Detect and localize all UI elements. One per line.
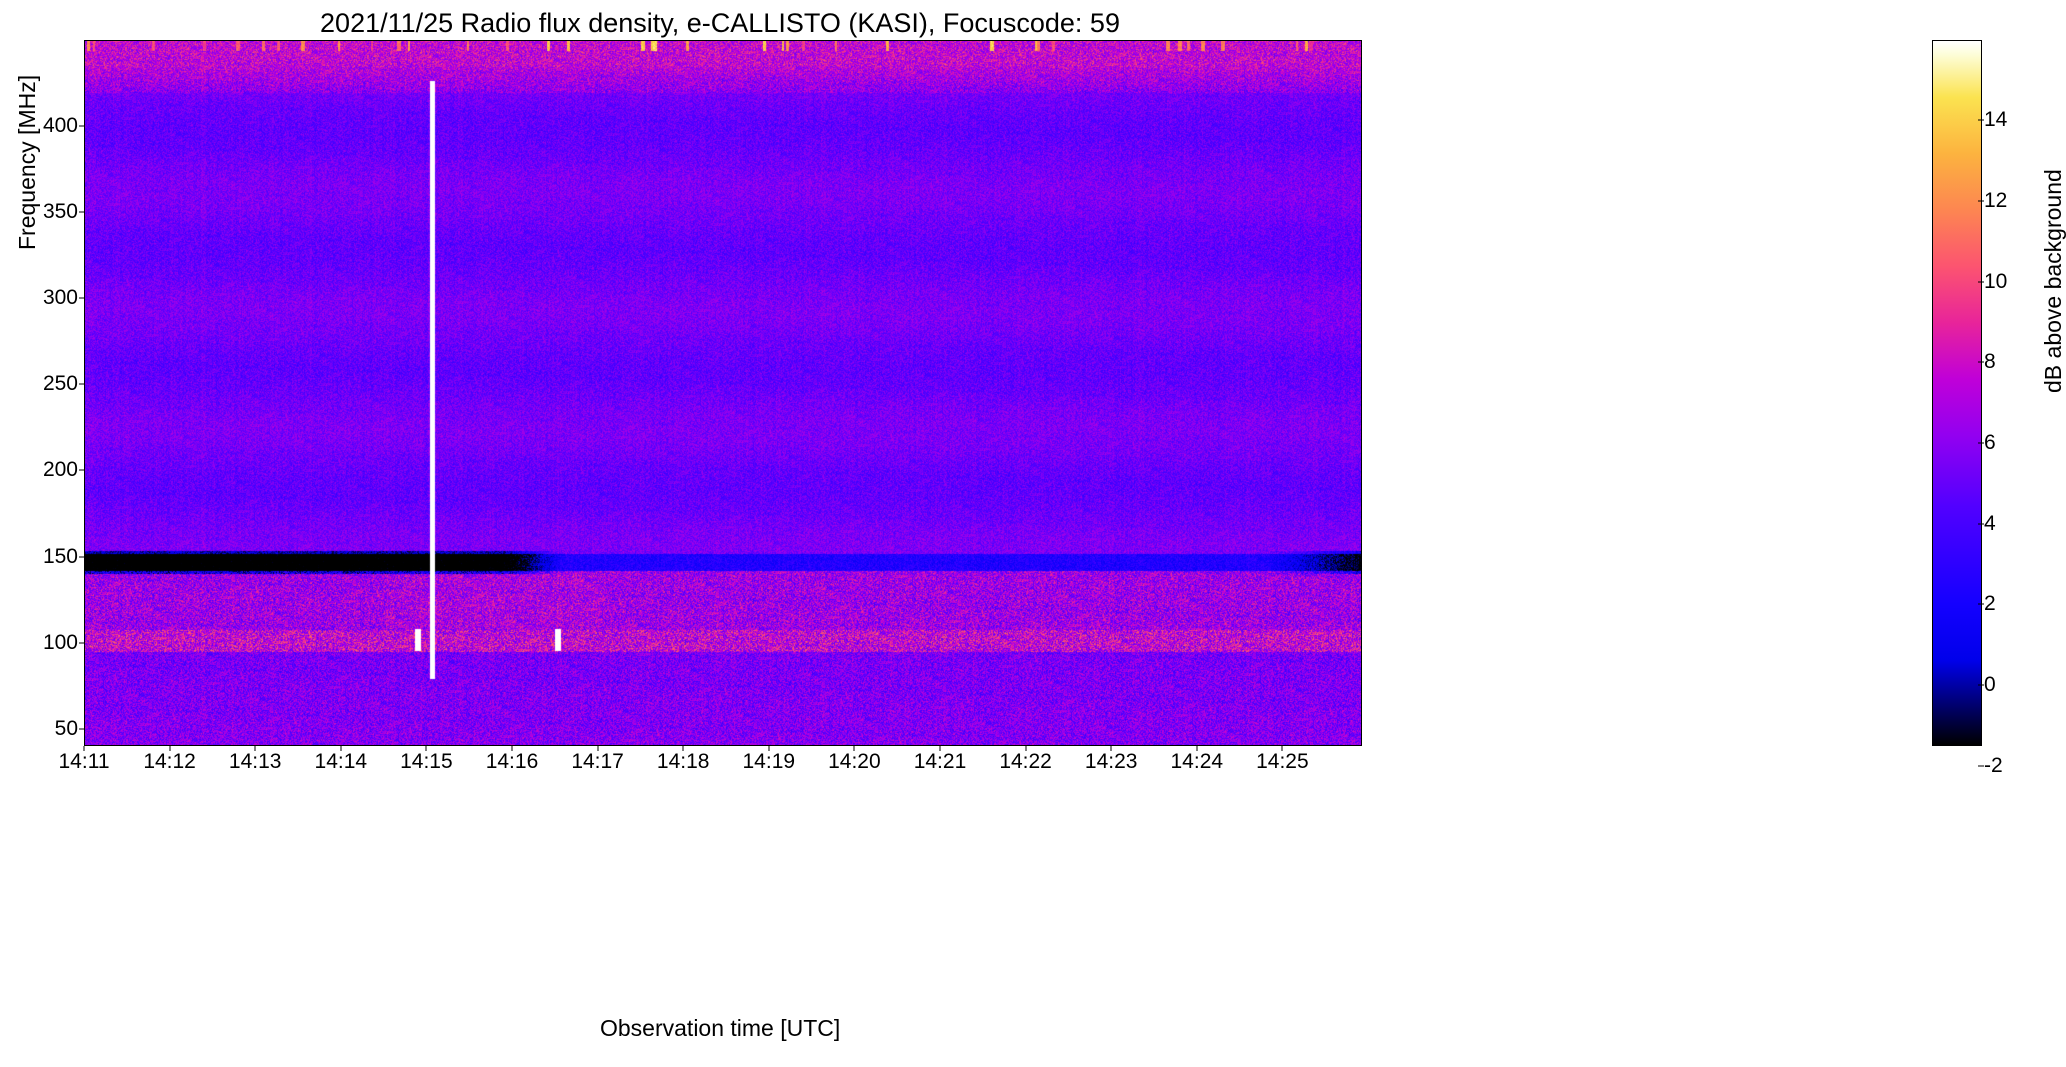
y-tick-label-200: 200 <box>38 458 78 482</box>
colorbar-tick-label-4: 4 <box>1984 512 1996 536</box>
x-tick-label-1423: 14:23 <box>1085 750 1138 774</box>
x-tick-label-1420: 14:20 <box>828 750 881 774</box>
x-tick-mark-1419 <box>768 746 769 751</box>
y-tick-mark-350 <box>79 212 84 213</box>
x-tick-mark-1421 <box>939 746 940 751</box>
y-tick-mark-400 <box>79 126 84 127</box>
colorbar-container: -2 0 2 4 6 8 10 12 14 dB above background <box>1932 40 1992 746</box>
colorbar-tick-label-6: 6 <box>1984 431 1996 455</box>
y-tick-label-350: 350 <box>38 200 78 224</box>
x-tick-label-1425: 14:25 <box>1256 750 1309 774</box>
x-tick-label-1418: 14:18 <box>657 750 710 774</box>
colorbar-tick-mark-4 <box>1978 523 1984 524</box>
x-tick-label-1422: 14:22 <box>999 750 1052 774</box>
colorbar-tick-mark-2 <box>1978 604 1984 605</box>
y-tick-mark-100 <box>79 642 84 643</box>
colorbar-tick-label-8: 8 <box>1984 350 1996 374</box>
y-tick-mark-200 <box>79 470 84 471</box>
colorbar-tick-label-0: 0 <box>1984 673 1996 697</box>
y-tick-mark-150 <box>79 556 84 557</box>
x-axis-label: Observation time [UTC] <box>600 1015 840 1042</box>
colorbar-tick-label-14: 14 <box>1984 108 2007 132</box>
y-tick-label-100: 100 <box>38 631 78 655</box>
colorbar-tick-label--2: -2 <box>1984 754 2003 778</box>
x-tick-mark-1415 <box>426 746 427 751</box>
y-tick-mark-250 <box>79 384 84 385</box>
x-tick-mark-1422 <box>1025 746 1026 751</box>
y-axis-label: Frequency [MHz] <box>14 75 41 250</box>
x-tick-label-1416: 14:16 <box>486 750 539 774</box>
x-tick-label-1421: 14:21 <box>914 750 967 774</box>
x-tick-mark-1417 <box>597 746 598 751</box>
x-tick-mark-1425 <box>1282 746 1283 751</box>
colorbar-tick-mark--2 <box>1978 765 1984 766</box>
x-tick-mark-1423 <box>1111 746 1112 751</box>
x-tick-mark-1424 <box>1196 746 1197 751</box>
x-tick-label-1417: 14:17 <box>571 750 624 774</box>
y-tick-label-400: 400 <box>38 114 78 138</box>
x-tick-label-1411: 14:11 <box>59 750 110 774</box>
y-tick-label-300: 300 <box>38 286 78 310</box>
x-tick-mark-1420 <box>854 746 855 751</box>
colorbar-tick-label-10: 10 <box>1984 270 2007 294</box>
y-tick-label-250: 250 <box>38 372 78 396</box>
x-tick-mark-1413 <box>255 746 256 751</box>
colorbar-tick-mark-10 <box>1978 281 1984 282</box>
x-tick-mark-1412 <box>169 746 170 751</box>
spectrogram-canvas <box>85 41 1362 746</box>
x-tick-label-1419: 14:19 <box>743 750 796 774</box>
y-tick-label-150: 150 <box>38 545 78 569</box>
x-tick-mark-1414 <box>340 746 341 751</box>
x-tick-mark-1416 <box>511 746 512 751</box>
colorbar-tick-mark-12 <box>1978 201 1984 202</box>
x-tick-label-1415: 14:15 <box>400 750 453 774</box>
x-tick-mark-1411 <box>84 746 85 751</box>
spectrogram-window: 2021/11/25 Radio flux density, e-CALLIST… <box>0 0 2066 1067</box>
y-tick-mark-300 <box>79 298 84 299</box>
x-tick-mark-1418 <box>683 746 684 751</box>
colorbar-tick-label-2: 2 <box>1984 592 1996 616</box>
x-tick-label-1413: 14:13 <box>229 750 282 774</box>
heatmap-plot-area <box>84 40 1362 746</box>
colorbar-tick-mark-6 <box>1978 443 1984 444</box>
y-tick-label-50: 50 <box>38 717 78 741</box>
colorbar-tick-mark-0 <box>1978 685 1984 686</box>
x-tick-label-1412: 14:12 <box>143 750 196 774</box>
colorbar-tick-label-12: 12 <box>1984 189 2007 213</box>
colorbar-tick-mark-8 <box>1978 362 1984 363</box>
colorbar-tick-mark-14 <box>1978 120 1984 121</box>
y-tick-mark-50 <box>79 728 84 729</box>
x-tick-label-1414: 14:14 <box>315 750 368 774</box>
colorbar-gradient <box>1932 40 1982 746</box>
colorbar-label: dB above background <box>2040 169 2066 393</box>
x-tick-label-1424: 14:24 <box>1171 750 1224 774</box>
chart-title: 2021/11/25 Radio flux density, e-CALLIST… <box>60 8 1380 39</box>
